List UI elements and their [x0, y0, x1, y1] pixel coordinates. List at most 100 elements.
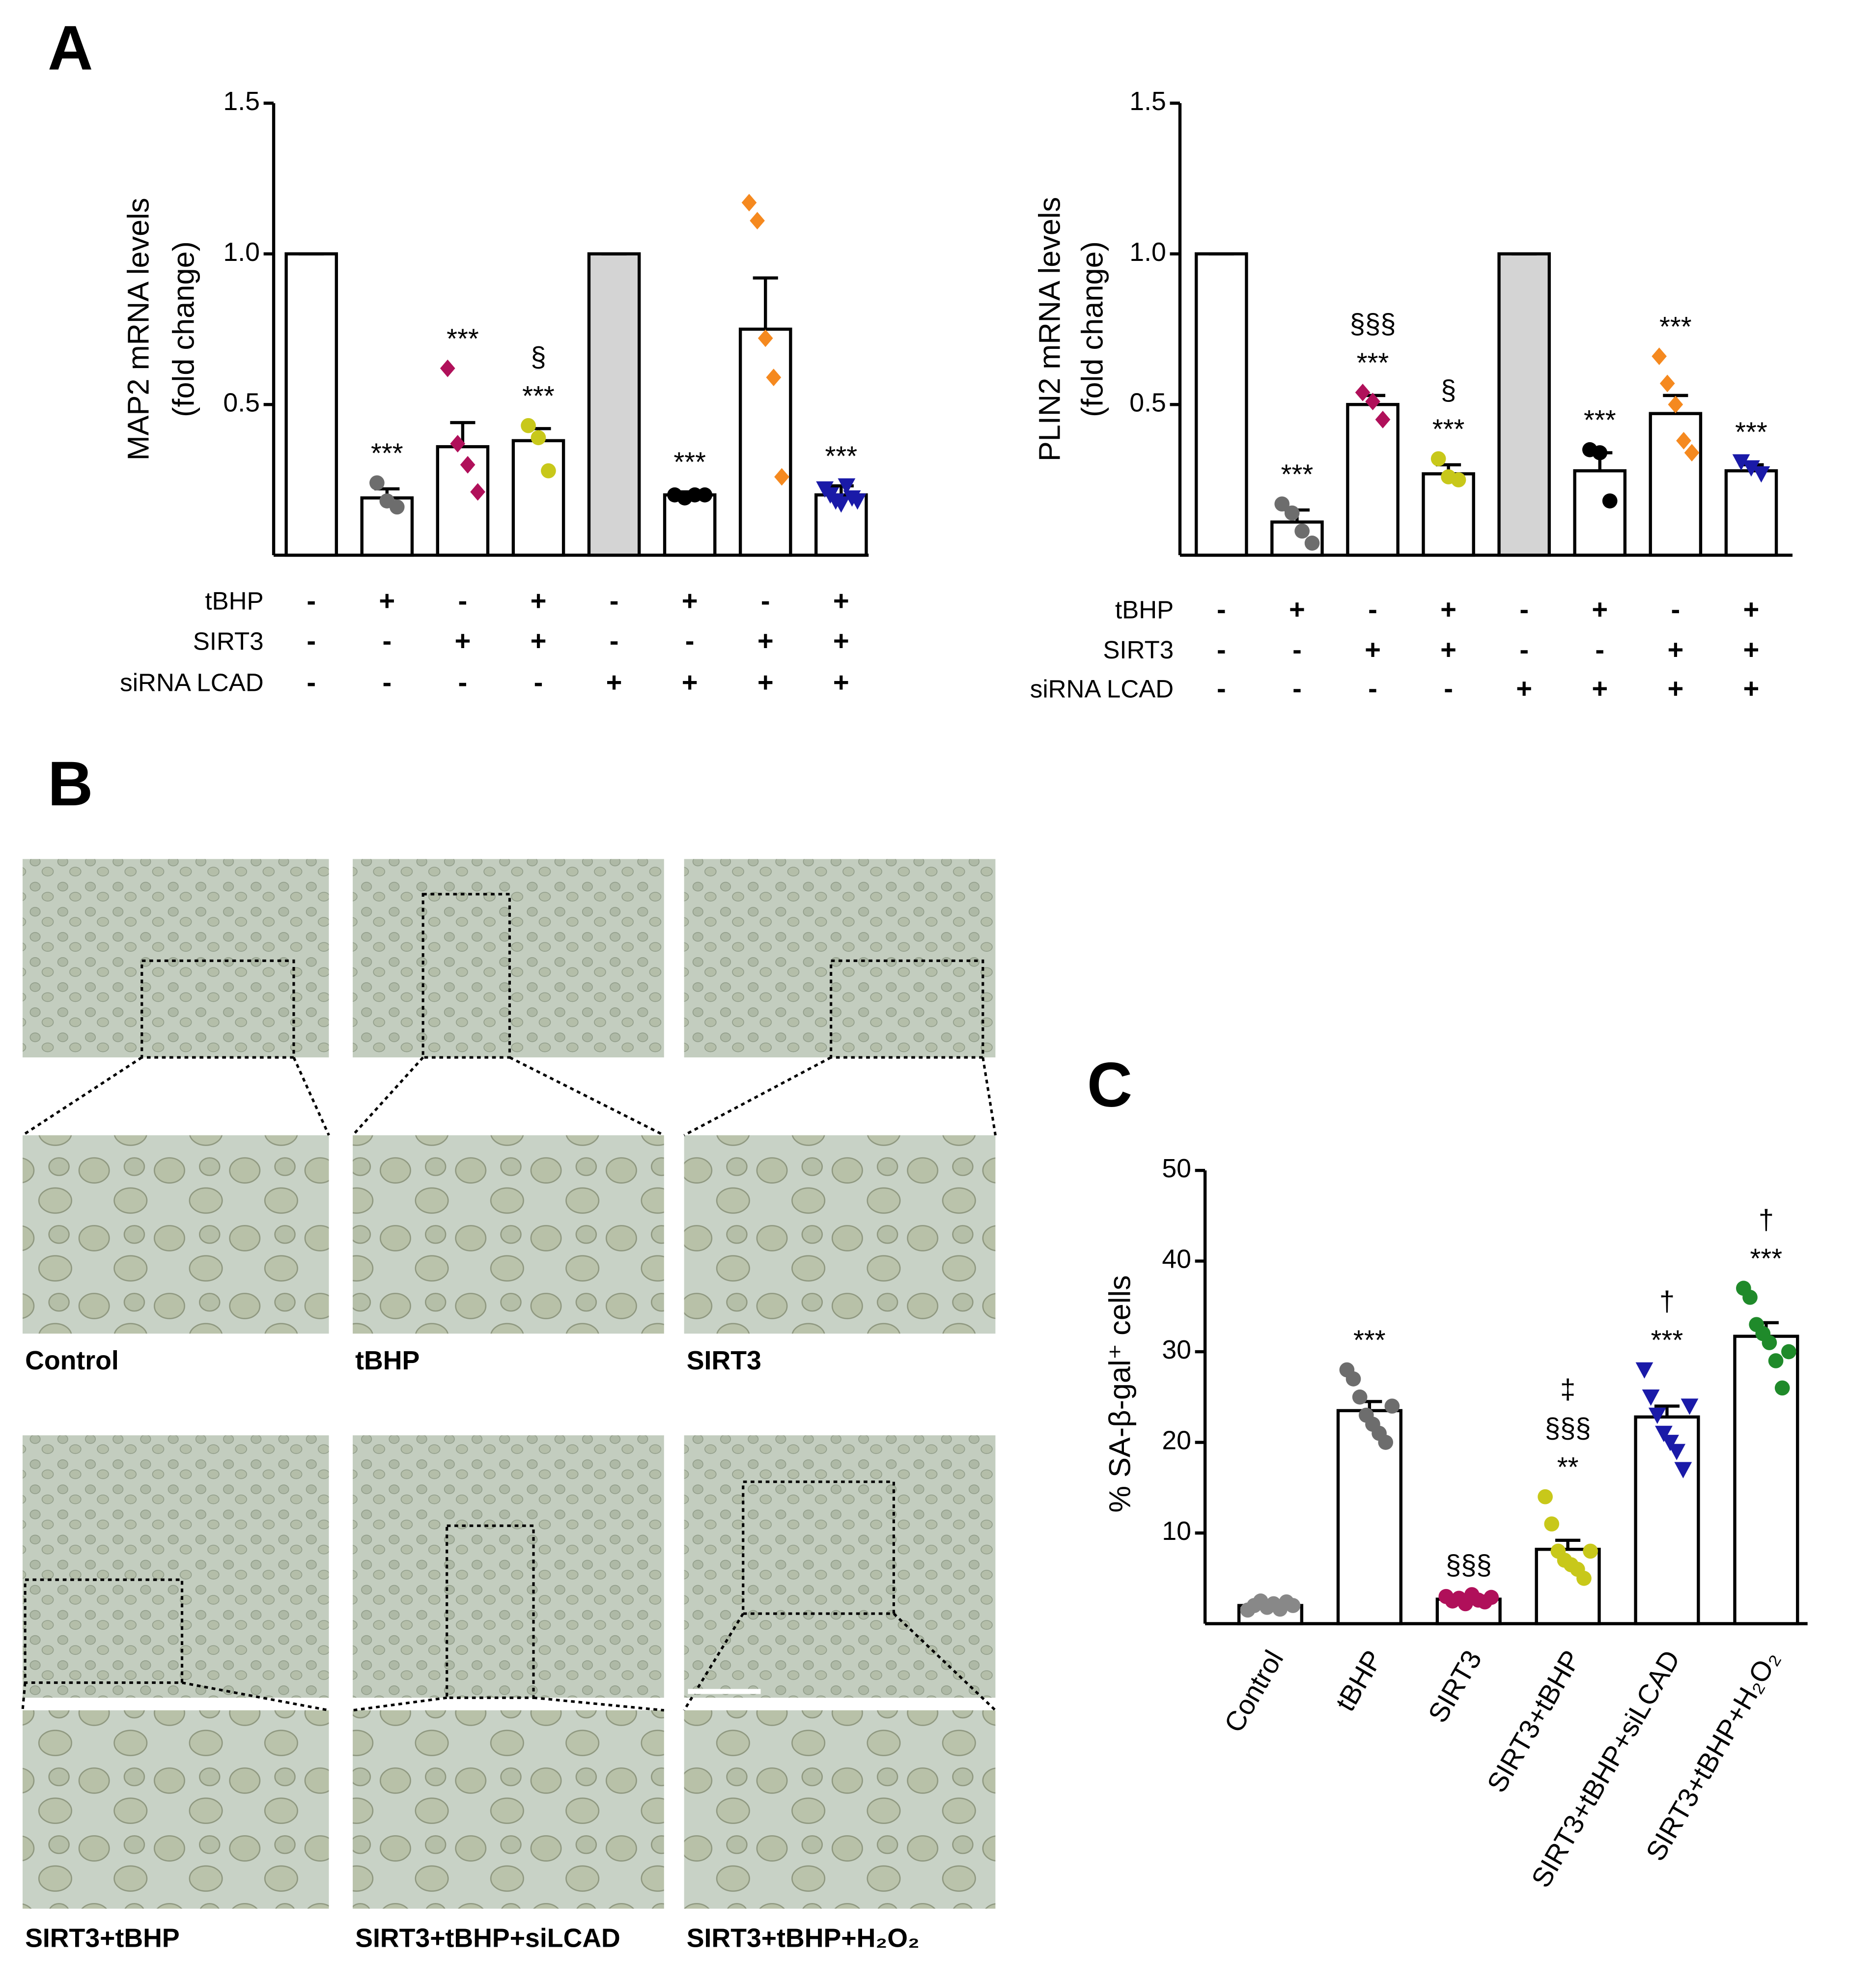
condition-sign: - — [1595, 634, 1604, 665]
data-point — [521, 418, 536, 433]
data-point — [1294, 523, 1310, 539]
data-point — [774, 468, 789, 486]
condition-label: siRNA LCAD — [120, 669, 263, 697]
significance-mark: *** — [371, 437, 403, 468]
data-point — [1742, 1289, 1758, 1305]
data-point — [1285, 1598, 1301, 1613]
data-point — [838, 478, 856, 495]
micrograph-zoom — [684, 1710, 996, 1909]
micrograph — [684, 1435, 996, 1698]
bar — [1497, 252, 1551, 557]
condition-sign: - — [1217, 634, 1226, 665]
data-point — [1576, 1570, 1592, 1586]
y-tick-label: 0.5 — [223, 388, 260, 417]
data-point — [1635, 1362, 1653, 1379]
bar — [436, 445, 490, 557]
condition-sign: - — [382, 625, 392, 656]
zoom-connector — [352, 1696, 448, 1712]
x-tick-label: SIRT3+tBHP — [1481, 1645, 1587, 1798]
zoom-box — [742, 1480, 895, 1615]
data-point — [1592, 445, 1608, 460]
condition-sign: + — [833, 585, 849, 616]
significance-mark: *** — [447, 323, 479, 354]
micrograph — [22, 859, 329, 1058]
x-tick-label: SIRT3 — [1422, 1645, 1488, 1728]
data-point — [440, 359, 455, 377]
image-caption: SIRT3+tBHP+siLCAD — [355, 1924, 620, 1953]
data-point — [1345, 1371, 1361, 1387]
data-point — [757, 329, 773, 347]
y-tick-label: 10 — [1162, 1516, 1191, 1546]
y-tick-label: 50 — [1162, 1154, 1191, 1183]
x-tick-label: Control — [1218, 1645, 1289, 1737]
y-axis-label: % SA-β-gal⁺ cells — [1103, 1275, 1137, 1512]
significance-mark: *** — [1735, 416, 1767, 447]
condition-sign: - — [1519, 634, 1529, 665]
data-point — [531, 430, 546, 446]
significance-mark: *** — [1584, 404, 1616, 435]
significance-mark: *** — [1281, 458, 1314, 489]
data-point — [1352, 1389, 1368, 1405]
condition-sign: - — [1292, 673, 1302, 704]
data-point — [1659, 374, 1675, 393]
data-point — [741, 194, 757, 212]
data-point — [1668, 396, 1683, 414]
data-point — [1484, 1590, 1499, 1605]
data-point — [1430, 451, 1446, 466]
condition-sign: + — [454, 625, 471, 656]
data-point — [1538, 1489, 1553, 1505]
significance-mark: *** — [522, 380, 555, 411]
condition-sign: - — [1217, 673, 1226, 704]
data-point — [1378, 1435, 1394, 1450]
data-point — [1774, 1380, 1790, 1396]
bar — [587, 252, 641, 557]
data-point — [1762, 1335, 1777, 1350]
significance-mark: §§§ — [1545, 1413, 1591, 1444]
data-point — [1668, 1444, 1686, 1460]
y-axis-label: PLIN2 mRNA levels — [1033, 197, 1066, 461]
image-caption: Control — [25, 1346, 119, 1375]
condition-sign: + — [1743, 673, 1760, 704]
zoom-connector — [893, 1613, 997, 1711]
condition-sign: - — [307, 585, 316, 616]
significance-mark: *** — [1432, 413, 1465, 444]
condition-sign: - — [685, 625, 695, 656]
zoom-connector — [533, 1696, 665, 1712]
condition-sign: - — [1368, 673, 1377, 704]
bar — [1573, 469, 1627, 557]
micrograph — [353, 1435, 664, 1698]
condition-sign: - — [307, 667, 316, 698]
micrograph-zoom — [22, 1135, 329, 1334]
data-point — [1451, 472, 1466, 487]
condition-sign: - — [458, 667, 468, 698]
condition-sign: + — [833, 625, 849, 656]
y-axis-label: MAP2 mRNA levels — [121, 198, 155, 460]
significance-mark: §§§ — [1350, 308, 1396, 339]
data-point — [1544, 1516, 1560, 1532]
condition-sign: + — [1592, 673, 1608, 704]
condition-sign: + — [1516, 673, 1532, 704]
image-caption: SIRT3+tBHP — [25, 1924, 180, 1953]
data-point — [1355, 383, 1371, 401]
significance-mark: ‡ — [1560, 1373, 1575, 1404]
data-point — [1661, 1435, 1679, 1451]
condition-sign: - — [382, 667, 392, 698]
significance-mark: *** — [825, 440, 858, 471]
condition-sign: + — [1743, 594, 1760, 625]
condition-sign: - — [534, 667, 543, 698]
condition-sign: + — [1440, 634, 1457, 665]
condition-sign: + — [531, 625, 547, 656]
zoom-connector — [21, 1682, 27, 1711]
data-point — [1384, 1398, 1400, 1414]
data-point — [1768, 1353, 1784, 1368]
condition-sign: + — [682, 667, 698, 698]
zoom-box — [421, 893, 511, 1059]
bar — [1422, 472, 1475, 557]
data-point — [450, 435, 466, 453]
y-axis-label: (fold change) — [166, 241, 200, 417]
condition-sign: + — [1743, 634, 1760, 665]
data-point — [1648, 1407, 1666, 1424]
x-tick-label: tBHP — [1329, 1645, 1388, 1716]
data-point — [766, 369, 782, 386]
bar — [738, 327, 792, 557]
